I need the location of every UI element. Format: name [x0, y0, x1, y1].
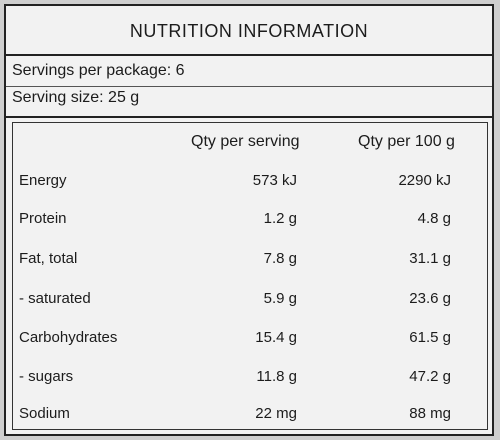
- column-header-per-100g: Qty per 100 g: [358, 133, 455, 150]
- table-row-saturated: - saturated 5.9 g 23.6 g: [13, 281, 487, 317]
- label-title: NUTRITION INFORMATION: [6, 6, 492, 56]
- qty-per-100g: 23.6 g: [409, 290, 451, 307]
- qty-per-100g: 31.1 g: [409, 250, 451, 267]
- qty-per-serving: 11.8 g: [256, 368, 297, 385]
- qty-per-100g: 88 mg: [409, 405, 451, 422]
- nutrient-name: Carbohydrates: [19, 329, 118, 346]
- serving-size: Serving size: 25 g: [12, 89, 140, 106]
- qty-per-100g: 2290 kJ: [398, 172, 451, 189]
- serving-info: Servings per package: 6 Serving size: 25…: [6, 56, 492, 118]
- qty-per-100g: 61.5 g: [409, 329, 451, 346]
- table-row-sodium: Sodium 22 mg 88 mg: [13, 396, 487, 432]
- servings-per-package: Servings per package: 6: [12, 62, 185, 79]
- nutrient-table: Qty per serving Qty per 100 g Energy 573…: [12, 122, 488, 430]
- qty-per-serving: 1.2 g: [263, 210, 297, 227]
- nutrient-name: - sugars: [19, 368, 74, 385]
- qty-per-serving: 22 mg: [255, 405, 297, 422]
- nutrient-name: Energy: [19, 172, 67, 189]
- qty-per-serving: 573 kJ: [252, 172, 297, 189]
- qty-per-100g: 47.2 g: [409, 368, 451, 385]
- column-header-per-serving: Qty per serving: [191, 133, 300, 150]
- qty-per-100g: 4.8 g: [417, 210, 451, 227]
- nutrition-label: NUTRITION INFORMATION Servings per packa…: [4, 4, 494, 436]
- qty-per-serving: 15.4 g: [255, 329, 297, 346]
- table-row-energy: Energy 573 kJ 2290 kJ: [13, 163, 487, 199]
- table-row-carbohydrates: Carbohydrates 15.4 g 61.5 g: [13, 320, 487, 356]
- divider: [6, 86, 492, 87]
- qty-per-serving: 5.9 g: [263, 290, 297, 307]
- table-row-fat-total: Fat, total 7.8 g 31.1 g: [13, 241, 487, 277]
- nutrient-name: Sodium: [19, 405, 70, 422]
- nutrient-name: Protein: [19, 210, 67, 227]
- table-row-sugars: - sugars 11.8 g 47.2 g: [13, 359, 487, 395]
- nutrient-name: - saturated: [19, 290, 91, 307]
- table-row-protein: Protein 1.2 g 4.8 g: [13, 201, 487, 237]
- nutrient-name: Fat, total: [19, 250, 78, 267]
- qty-per-serving: 7.8 g: [263, 250, 297, 267]
